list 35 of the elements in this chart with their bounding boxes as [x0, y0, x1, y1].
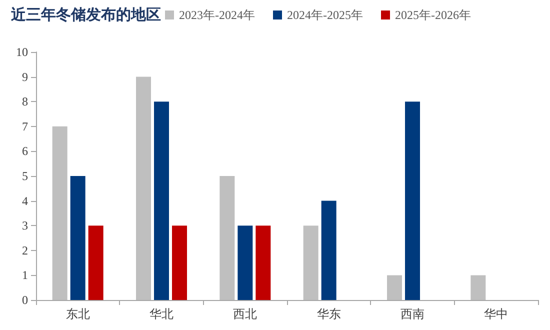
bar: [70, 176, 86, 300]
legend-label: 2024年-2025年: [286, 8, 363, 22]
bar: [52, 126, 68, 300]
legend-label: 2023年-2024年: [179, 8, 255, 22]
x-tick-label: 华东: [316, 307, 341, 321]
y-tick-label: 7: [22, 119, 28, 134]
bar: [136, 76, 151, 300]
y-tick-label: 5: [22, 169, 28, 183]
bar: [220, 176, 235, 300]
bar: [321, 200, 336, 300]
bar: [387, 275, 402, 300]
y-tick-label: 10: [16, 45, 28, 59]
y-tick-label: 4: [22, 194, 28, 208]
y-tick-label: 9: [22, 70, 28, 84]
x-tick-label: 华北: [150, 307, 174, 321]
bar: [470, 275, 486, 300]
bar: [405, 102, 420, 300]
legend-label: 2025年-2026年: [394, 8, 471, 22]
bar: [256, 226, 271, 300]
y-tick-label: 3: [22, 218, 28, 233]
bar: [172, 226, 187, 300]
bar: [238, 226, 253, 300]
y-tick-label: 1: [22, 268, 28, 282]
bar: [88, 226, 104, 300]
y-tick-label: 2: [22, 243, 28, 258]
chart-title: 近三年冬储发布的地区: [10, 6, 161, 24]
x-tick-label: 东北: [66, 307, 90, 321]
y-tick-label: 0: [22, 293, 28, 307]
y-tick-label: 8: [22, 94, 28, 109]
x-tick-label: 西北: [233, 307, 258, 321]
x-tick-label: 华中: [484, 307, 508, 321]
bar: [154, 102, 169, 300]
y-tick-label: 6: [22, 144, 28, 158]
x-tick-label: 西南: [400, 307, 424, 321]
bar: [303, 226, 318, 300]
